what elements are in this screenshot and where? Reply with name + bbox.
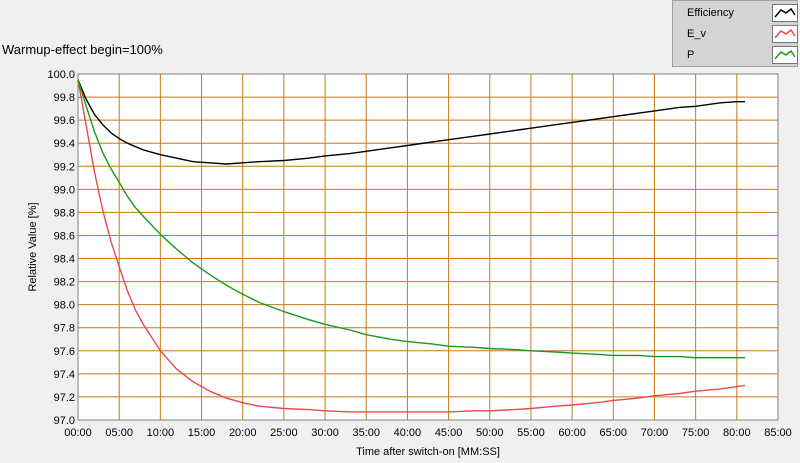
x-tick-label: 45:00 [435, 427, 463, 439]
x-tick-label: 50:00 [476, 427, 504, 439]
y-axis-label: Relative Value [%] [27, 202, 39, 291]
x-tick-label: 10:00 [147, 427, 175, 439]
y-tick-label: 97.6 [54, 346, 75, 358]
page-title: Warmup-effect begin=100% [2, 42, 163, 57]
x-tick-label: 70:00 [641, 427, 669, 439]
legend-label: E_v [687, 28, 706, 40]
x-tick-label: 40:00 [394, 427, 422, 439]
y-tick-label: 97.8 [54, 323, 75, 335]
legend-label: P [687, 49, 695, 61]
x-tick-label: 35:00 [352, 427, 380, 439]
y-tick-label: 99.8 [54, 92, 75, 104]
series-line-p [77, 79, 746, 359]
x-tick-label: 75:00 [682, 427, 710, 439]
line-style-icon[interactable] [772, 4, 798, 22]
x-tick-label: 30:00 [311, 427, 339, 439]
legend[interactable]: Efficiency E_v P [672, 0, 798, 67]
x-tick-label: 20:00 [229, 427, 257, 439]
line-style-icon[interactable] [772, 46, 798, 64]
x-axis-label: Time after switch-on [MM:SS] [356, 446, 500, 458]
plot-area [77, 73, 779, 421]
x-tick-label: 80:00 [723, 427, 751, 439]
x-tick-label: 65:00 [600, 427, 628, 439]
series-line-e-v [77, 79, 746, 413]
y-tick-label: 99.6 [54, 115, 75, 127]
y-tick-label: 100.0 [47, 69, 75, 81]
x-tick-label: 00:00 [64, 427, 92, 439]
x-tick-label: 15:00 [188, 427, 216, 439]
y-tick-label: 97.4 [54, 369, 75, 381]
y-tick-label: 99.2 [54, 161, 75, 173]
y-tick-label: 97.0 [54, 415, 75, 427]
x-tick-label: 60:00 [558, 427, 586, 439]
x-tick-label: 05:00 [105, 427, 133, 439]
y-tick-label: 97.2 [54, 392, 75, 404]
legend-label: Efficiency [687, 7, 734, 19]
series-line-efficiency [77, 79, 746, 165]
x-tick-label: 25:00 [270, 427, 298, 439]
y-tick-label: 98.0 [54, 300, 75, 312]
line-style-icon[interactable] [772, 25, 798, 43]
y-tick-label: 98.6 [54, 230, 75, 242]
y-tick-label: 98.2 [54, 277, 75, 289]
y-tick-label: 98.4 [54, 254, 75, 266]
y-tick-label: 98.8 [54, 207, 75, 219]
x-tick-label: 55:00 [517, 427, 545, 439]
y-tick-label: 99.4 [54, 138, 75, 150]
x-tick-label: 85:00 [764, 427, 792, 439]
y-tick-label: 99.0 [54, 184, 75, 196]
